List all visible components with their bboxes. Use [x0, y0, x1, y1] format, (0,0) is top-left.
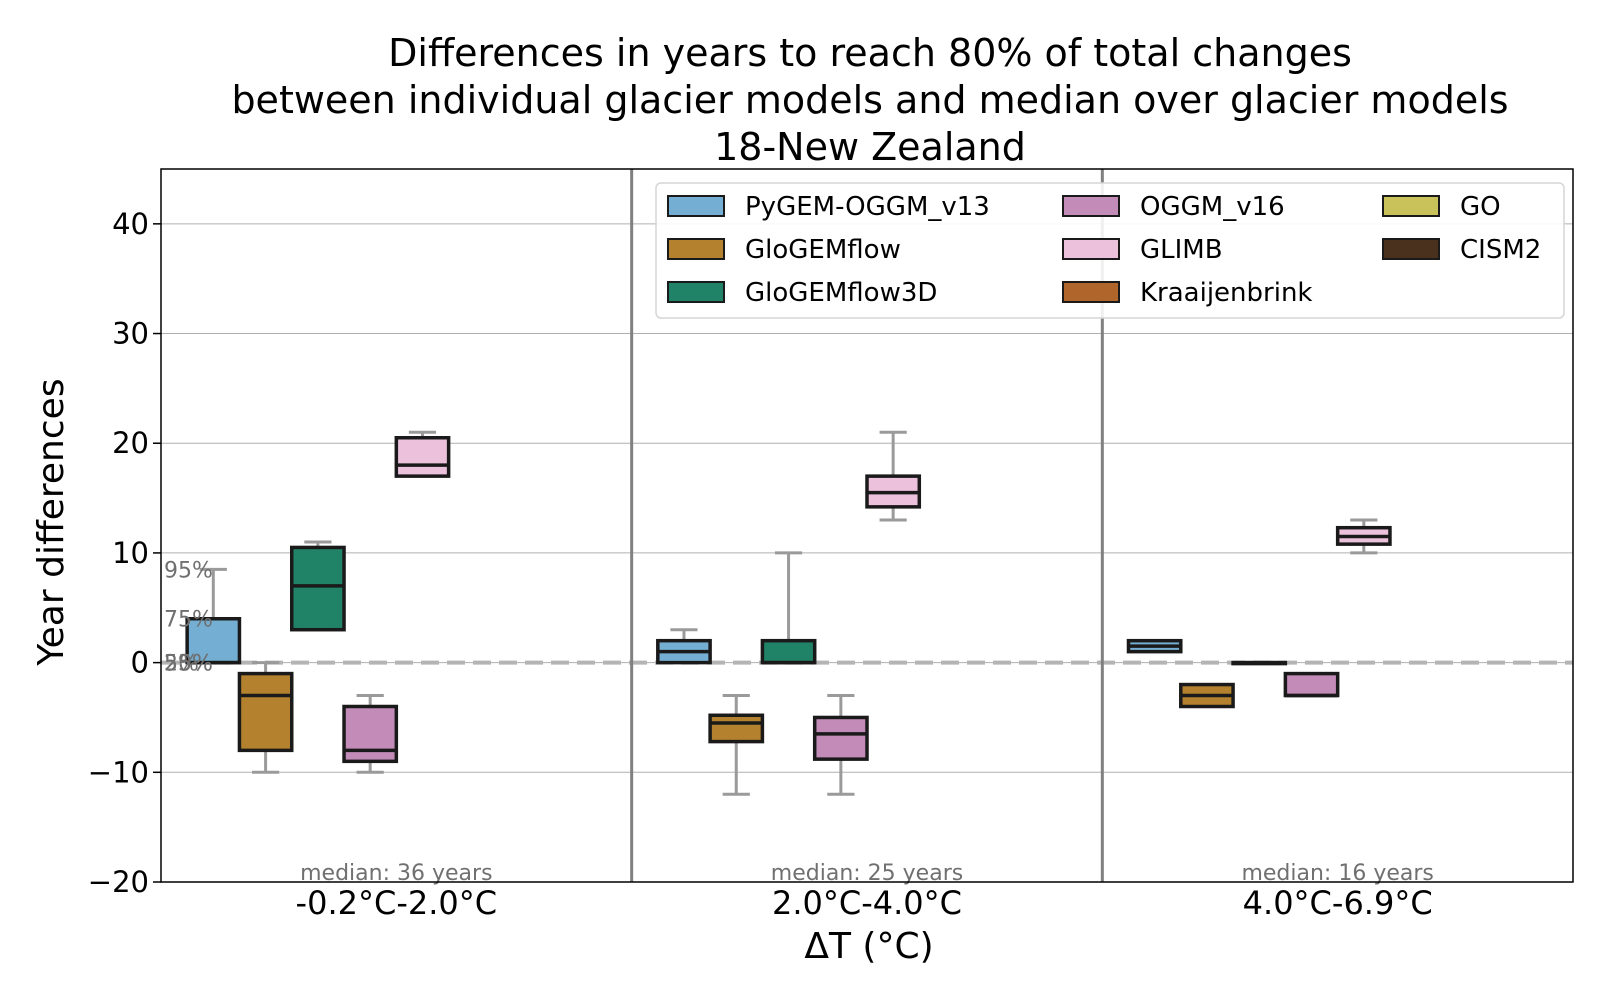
box-GLIMB-1 — [865, 430, 922, 522]
percentile-label: 5% — [164, 652, 199, 677]
box-OGGM_v16-2 — [1283, 671, 1340, 698]
box-iqr — [342, 704, 399, 764]
y-tick-label: 20 — [112, 426, 149, 460]
legend-swatch — [1062, 238, 1120, 260]
legend: PyGEM-OGGM_v13 GloGEMflow GloGEMflow3D OGGM… — [655, 182, 1565, 319]
y-tick-label: 0 — [131, 646, 149, 680]
box-iqr — [1283, 671, 1340, 698]
legend-label: GLIMB — [1140, 235, 1223, 265]
y-axis-ticks: −20 −10 0 10 20 30 40 — [88, 207, 161, 899]
legend-swatch — [667, 281, 725, 303]
legend-label: GloGEMflow — [745, 235, 901, 265]
legend-swatch — [667, 195, 725, 217]
legend-entry-GO: GO — [1382, 192, 1501, 222]
box-iqr — [708, 713, 765, 744]
legend-label: CISM2 — [1460, 235, 1541, 265]
legend-entry-GloGEMflow3D: GloGEMflow3D — [667, 278, 937, 308]
box-iqr — [237, 671, 294, 753]
box-PyGEM-OGGM_v13-0 — [185, 567, 242, 665]
legend-entry-GLIMB: GLIMB — [1062, 235, 1223, 265]
legend-label: Kraaijenbrink — [1140, 278, 1312, 308]
x-tick-label: 2.0°C-4.0°C — [772, 884, 962, 922]
box-plots — [185, 430, 1392, 796]
title-line-1: Differences in years to reach 80% of tot… — [388, 31, 1352, 75]
title-line-3: 18-New Zealand — [714, 125, 1026, 169]
box-GLIMB-2 — [1335, 518, 1392, 555]
y-tick-label: −10 — [88, 755, 149, 789]
percentile-labels: 95% 75% 50%25%5% — [164, 558, 213, 676]
y-axis-title: Year differences — [31, 378, 72, 666]
percentile-label: 75% — [164, 608, 213, 633]
y-tick-label: 30 — [112, 317, 149, 351]
box-iqr — [812, 715, 869, 761]
box-iqr — [394, 435, 451, 478]
title-line-2: between individual glacier models and me… — [231, 78, 1508, 122]
legend-entry-OGGM_v16: OGGM_v16 — [1062, 192, 1285, 222]
legend-swatch — [1382, 195, 1440, 217]
box-iqr — [185, 616, 242, 665]
box-GloGEMflow-1 — [708, 694, 765, 796]
box-GloGEMflow3D-0 — [289, 540, 346, 632]
legend-label: GloGEMflow3D — [745, 278, 937, 308]
chart-title: Differences in years to reach 80% of tot… — [231, 31, 1508, 169]
box-PyGEM-OGGM_v13-2 — [1126, 638, 1183, 654]
legend-entry-GloGEMflow: GloGEMflow — [667, 235, 901, 265]
percentile-label: 95% — [164, 558, 213, 583]
plot-area-frame — [160, 168, 1574, 883]
legend-label: GO — [1460, 192, 1501, 222]
box-GLIMB-0 — [394, 430, 451, 478]
box-GloGEMflow-0 — [237, 661, 294, 774]
x-tick-label: -0.2°C-2.0°C — [296, 884, 498, 922]
box-iqr — [760, 638, 817, 665]
box-OGGM_v16-0 — [342, 694, 399, 774]
legend-swatch — [667, 238, 725, 260]
box-PyGEM-OGGM_v13-1 — [656, 628, 712, 665]
y-tick-label: 40 — [112, 207, 149, 241]
box-OGGM_v16-1 — [812, 694, 869, 796]
x-tick-label: 4.0°C-6.9°C — [1243, 884, 1433, 922]
legend-swatch — [1062, 195, 1120, 217]
x-axis-ticks: -0.2°C-2.0°C 2.0°C-4.0°C 4.0°C-6.9°C — [296, 884, 1433, 922]
legend-entry-Kraaijenbrink: Kraaijenbrink — [1062, 278, 1312, 308]
box-iqr — [289, 545, 346, 632]
legend-entry-PyGEM-OGGM_v13: PyGEM-OGGM_v13 — [667, 192, 990, 222]
legend-label: OGGM_v16 — [1140, 192, 1285, 222]
percentile-label: 25% — [164, 652, 213, 677]
y-tick-label: 10 — [112, 536, 149, 570]
legend-swatch — [1382, 238, 1440, 260]
y-tick-label: −20 — [88, 865, 149, 899]
box-GloGEMflow3D-2 — [1231, 660, 1288, 666]
legend-entry-CISM2: CISM2 — [1382, 235, 1541, 265]
x-axis-title: ΔT (°C) — [804, 926, 933, 967]
legend-swatch — [1062, 281, 1120, 303]
box-GloGEMflow-2 — [1179, 682, 1235, 709]
box-GloGEMflow3D-1 — [760, 551, 817, 665]
legend-label: PyGEM-OGGM_v13 — [745, 192, 990, 222]
percentile-label: 50% — [164, 652, 213, 677]
